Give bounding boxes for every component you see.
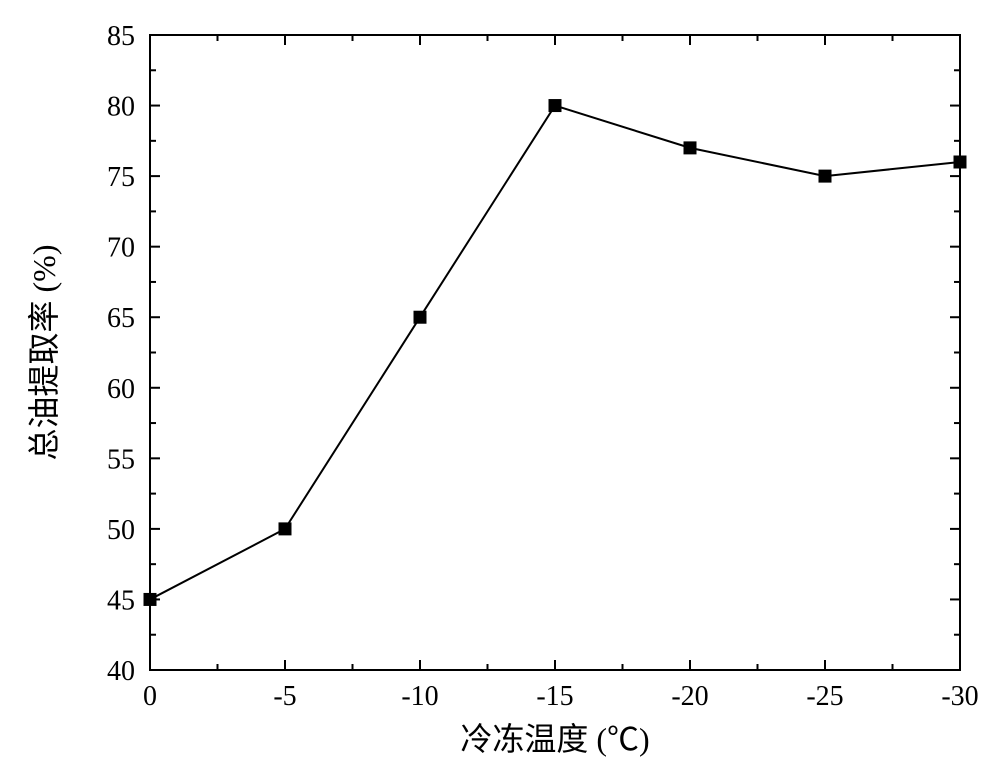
series-line: [150, 106, 960, 600]
data-marker: [414, 311, 426, 323]
x-tick-label: -20: [671, 681, 708, 712]
y-tick-label: 45: [107, 585, 135, 616]
data-marker: [144, 593, 156, 605]
x-tick-label: 0: [143, 681, 157, 712]
data-marker: [279, 523, 291, 535]
x-tick-label: -5: [273, 681, 296, 712]
y-tick-label: 65: [107, 303, 135, 334]
data-marker: [549, 100, 561, 112]
chart-container: 0 -5 -10 -15 -20 -25 -30 40 45 50 55 60 65 70 75 80 85 冷冻…: [0, 0, 1000, 780]
data-marker: [954, 156, 966, 168]
y-tick-label: 70: [107, 233, 135, 264]
y-tick-label: 85: [107, 21, 135, 52]
y-tick-label: 55: [107, 444, 135, 475]
y-tick-label: 40: [107, 656, 135, 687]
y-tick-label: 60: [107, 374, 135, 405]
x-tick-label: -15: [536, 681, 573, 712]
y-tick-label: 50: [107, 515, 135, 546]
y-axis-title: 总油提取率 (%): [26, 245, 62, 461]
x-axis-title: 冷冻温度 (℃): [460, 721, 649, 757]
data-marker: [819, 170, 831, 182]
y-tick-label: 80: [107, 92, 135, 123]
x-tick-label: -25: [806, 681, 843, 712]
data-marker: [684, 142, 696, 154]
x-tick-label: -10: [401, 681, 438, 712]
chart-svg: 0 -5 -10 -15 -20 -25 -30 40 45 50 55 60 65 70 75 80 85 冷冻…: [0, 0, 1000, 780]
x-tick-label: -30: [941, 681, 978, 712]
plot-frame: [150, 35, 960, 670]
y-tick-label: 75: [107, 162, 135, 193]
